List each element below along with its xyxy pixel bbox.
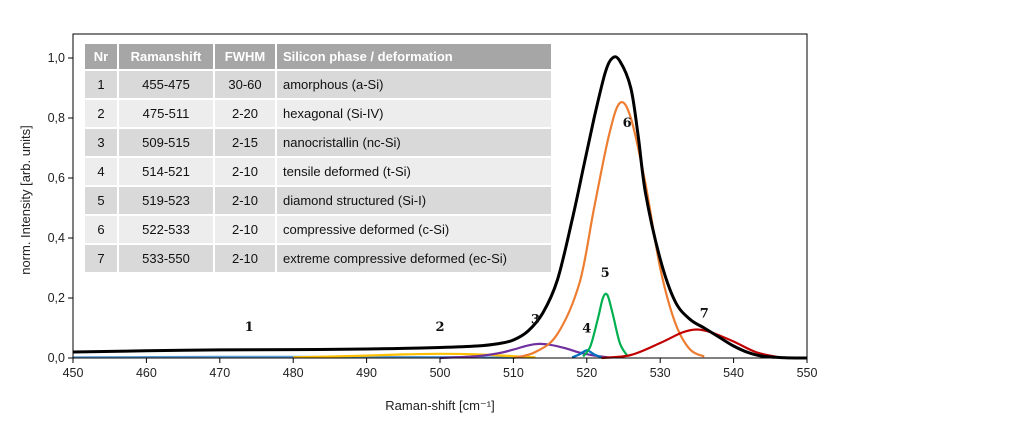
table-cell: 2-10 — [215, 156, 277, 185]
x-tick-label: 480 — [283, 366, 304, 380]
table-row: 1 455-475 30-60 amorphous (a-Si) — [85, 69, 553, 98]
x-tick-label: 450 — [63, 366, 84, 380]
peak-labels-layer: 1 2 3 4 5 6 7 — [245, 116, 709, 337]
table-cell: 30-60 — [215, 69, 277, 98]
series-line-4 — [571, 349, 602, 359]
table-cell: 2-20 — [215, 98, 277, 127]
table-cell: 475-511 — [119, 98, 215, 127]
y-tick-label: 0,8 — [48, 111, 65, 125]
table-cell: 533-550 — [119, 243, 215, 272]
table-cell: nanocristallin (nc-Si) — [277, 127, 553, 156]
x-tick-label: 490 — [356, 366, 377, 380]
curves-layer — [72, 55, 808, 360]
table-row: 4 514-521 2-10 tensile deformed (t-Si) — [85, 156, 553, 185]
x-tick-label: 470 — [209, 366, 230, 380]
table-cell: 5 — [85, 185, 119, 214]
table-cell: 7 — [85, 243, 119, 272]
x-axis-label: Raman-shift [cm⁻¹] — [385, 398, 494, 413]
x-tick-label: 550 — [797, 366, 818, 380]
peak-label-4: 4 — [582, 322, 591, 337]
ticks-layer: 450 460 470 480 490 500 510 520 530 540 550 0,0 0,2 0… — [48, 51, 818, 380]
series-line-sum — [72, 55, 808, 360]
table-cell: 2-10 — [215, 214, 277, 243]
series-line-3 — [439, 342, 609, 360]
y-tick-label: 0,4 — [48, 231, 65, 245]
y-axis-label: norm. Intensity [arb. units] — [18, 125, 33, 275]
table-cell: 2-15 — [215, 127, 277, 156]
column-header-ramanshift: Ramanshift — [119, 44, 215, 69]
series-line-7 — [601, 328, 778, 360]
table-cell: 2-10 — [215, 185, 277, 214]
table-cell: 514-521 — [119, 156, 215, 185]
series-line-2 — [293, 352, 536, 359]
table-cell: diamond structured (Si-I) — [277, 185, 553, 214]
y-tick-label: 0,0 — [48, 351, 65, 365]
table-row: 5 519-523 2-10 diamond structured (Si-I) — [85, 185, 553, 214]
x-tick-label: 510 — [503, 366, 524, 380]
table-header-row: Nr Ramanshift FWHM Silicon phase / defor… — [85, 44, 553, 69]
column-header-fwhm: FWHM — [215, 44, 277, 69]
series-line-6 — [513, 101, 705, 360]
table-cell: 1 — [85, 69, 119, 98]
table-cell: 509-515 — [119, 127, 215, 156]
y-tick-label: 1,0 — [48, 51, 65, 65]
table-cell: 4 — [85, 156, 119, 185]
table-row: 2 475-511 2-20 hexagonal (Si-IV) — [85, 98, 553, 127]
column-header-nr: Nr — [85, 44, 119, 69]
table-cell: amorphous (a-Si) — [277, 69, 553, 98]
peak-label-5: 5 — [601, 266, 610, 281]
table-cell: compressive deformed (c-Si) — [277, 214, 553, 243]
peak-label-1: 1 — [245, 320, 254, 335]
table-body: 1 455-475 30-60 amorphous (a-Si) 2 475-511 2-2… — [85, 69, 553, 272]
column-header-phase: Silicon phase / deformation — [277, 44, 553, 69]
table-cell: 3 — [85, 127, 119, 156]
peak-label-2: 2 — [435, 320, 444, 335]
table-cell: hexagonal (Si-IV) — [277, 98, 553, 127]
x-tick-label: 540 — [723, 366, 744, 380]
table-cell: tensile deformed (t-Si) — [277, 156, 553, 185]
peak-label-7: 7 — [700, 307, 709, 322]
table-cell: extreme compressive deformed (ec-Si) — [277, 243, 553, 272]
peak-label-3: 3 — [531, 313, 540, 328]
peak-label-6: 6 — [623, 116, 632, 131]
table-cell: 6 — [85, 214, 119, 243]
table-cell: 2-10 — [215, 243, 277, 272]
table-row: 3 509-515 2-15 nanocristallin (nc-Si) — [85, 127, 553, 156]
table-cell: 522-533 — [119, 214, 215, 243]
x-tick-label: 460 — [136, 366, 157, 380]
table-row: 6 522-533 2-10 compressive deformed (c-Si) — [85, 214, 553, 243]
table-cell: 519-523 — [119, 185, 215, 214]
phase-table: Nr Ramanshift FWHM Silicon phase / defor… — [85, 44, 553, 272]
table-cell: 455-475 — [119, 69, 215, 98]
x-tick-label: 530 — [650, 366, 671, 380]
table-row: 7 533-550 2-10 extreme compressive deformed… — [85, 243, 553, 272]
x-tick-label: 520 — [576, 366, 597, 380]
series-line-5 — [582, 292, 629, 358]
y-tick-label: 0,6 — [48, 171, 65, 185]
table-cell: 2 — [85, 98, 119, 127]
x-tick-label: 500 — [430, 366, 451, 380]
y-tick-label: 0,2 — [48, 291, 65, 305]
